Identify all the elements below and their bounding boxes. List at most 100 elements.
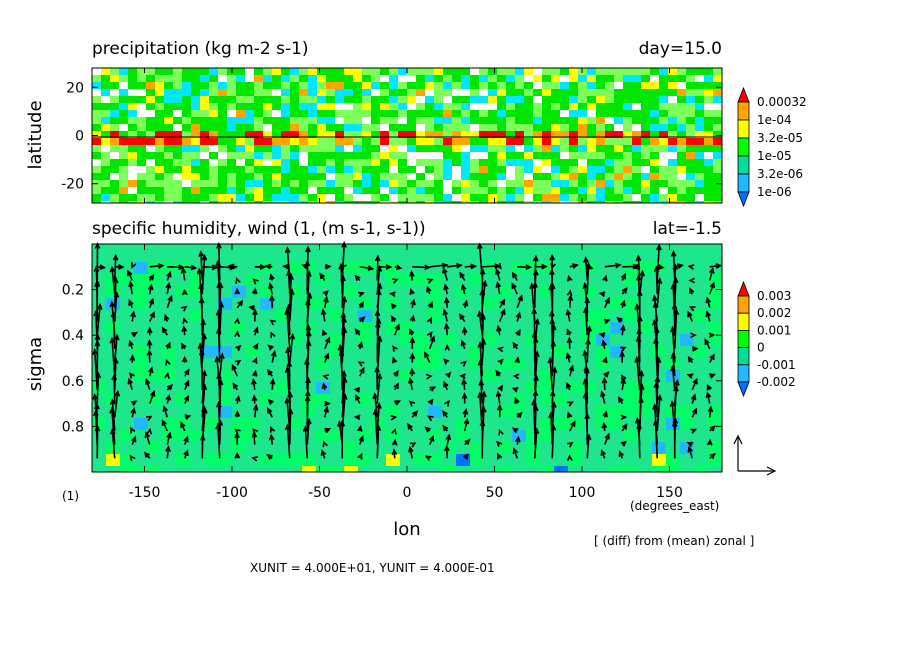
wind-vector-head — [442, 266, 448, 274]
precip-cell — [272, 180, 281, 187]
humidity-cell — [638, 322, 652, 334]
precip-cell — [164, 173, 173, 180]
precip-cell — [344, 68, 353, 75]
wind-vector-head — [234, 317, 240, 325]
precip-cell — [200, 180, 209, 187]
precip-cell — [650, 82, 659, 89]
wind-vector-head — [478, 379, 485, 386]
precip-cell — [650, 131, 659, 138]
precip-cell — [245, 194, 254, 201]
wind-vector-head — [162, 405, 169, 413]
wind-vector — [218, 420, 222, 445]
precip-cell — [110, 68, 119, 75]
wind-vector-head — [429, 386, 437, 392]
precip-cell — [434, 124, 443, 131]
precip-cell — [578, 131, 587, 138]
precip-cell — [110, 75, 119, 82]
precip-cell — [281, 159, 290, 166]
humidity-colorbar-top-arrow — [737, 280, 750, 297]
precip-cell — [155, 201, 164, 203]
precip-cell — [434, 110, 443, 117]
precip-cell — [380, 152, 389, 159]
humidity-cell — [666, 454, 680, 466]
wind-vector-head — [479, 419, 486, 427]
precip-cell — [677, 131, 686, 138]
precip-cell — [605, 201, 614, 203]
wind-vector-head — [251, 287, 258, 295]
precip-cell — [596, 68, 605, 75]
precip-cell — [605, 145, 614, 152]
humidity-cell — [162, 262, 176, 274]
precip-cell — [632, 75, 641, 82]
precip-cell — [335, 173, 344, 180]
wind-vector — [148, 391, 155, 404]
precip-cell — [191, 103, 200, 110]
wind-vector — [655, 267, 659, 295]
precip-cell — [362, 145, 371, 152]
precip-cell — [308, 117, 317, 124]
precip-cell — [677, 145, 686, 152]
precip-cell — [425, 131, 434, 138]
wind-vector-head — [477, 391, 483, 399]
precip-cell — [560, 145, 569, 152]
precip-cell — [344, 124, 353, 131]
precip-cell — [560, 138, 569, 145]
precip-cell — [695, 180, 704, 187]
precip-cell — [344, 75, 353, 82]
precip-cell — [479, 82, 488, 89]
wind-vector-head — [619, 350, 625, 358]
humidity-colorbar-label: -0.002 — [757, 375, 796, 389]
wind-vector — [480, 380, 484, 404]
wind-vector-head — [616, 316, 623, 323]
precip-cell — [362, 96, 371, 103]
precip-cell — [677, 194, 686, 201]
precip-cell — [227, 131, 236, 138]
humidity-cell — [428, 286, 442, 298]
wind-vector-head — [496, 403, 503, 411]
wind-vector-head — [601, 274, 608, 282]
precip-cell — [461, 159, 470, 166]
precip-cell — [551, 103, 560, 110]
precip-cell — [569, 145, 578, 152]
precip-cell — [452, 103, 461, 110]
wind-vector-head — [146, 339, 153, 346]
precip-cell — [254, 82, 263, 89]
precip-cell — [191, 145, 200, 152]
precip-cell — [443, 194, 452, 201]
precip-cell — [668, 103, 677, 110]
precip-cell — [380, 145, 389, 152]
wind-vector-head — [270, 349, 277, 357]
x-axis-unit-label: (degrees_east) — [630, 499, 719, 513]
precip-cell — [389, 194, 398, 201]
precip-cell — [506, 166, 515, 173]
precip-cell — [299, 166, 308, 173]
wind-vector-head — [603, 318, 611, 325]
precip-cell — [452, 75, 461, 82]
precip-cell — [668, 117, 677, 124]
precip-cell — [353, 131, 362, 138]
precip-cell — [227, 103, 236, 110]
wind-vector-head — [376, 402, 382, 409]
humidity-cell — [596, 346, 610, 358]
precip-cell — [353, 89, 362, 96]
wind-vector-head — [147, 366, 154, 374]
precip-cell — [533, 131, 542, 138]
precip-cell — [128, 194, 137, 201]
precip-cell — [506, 201, 515, 203]
wind-vector-head — [444, 344, 451, 351]
precip-cell — [470, 201, 479, 203]
humidity-cell — [708, 322, 722, 334]
precip-cell — [335, 187, 344, 194]
precip-cell — [695, 201, 704, 203]
precip-cell — [281, 180, 290, 187]
precip-cell — [533, 152, 542, 159]
precip-cell — [146, 96, 155, 103]
wind-vector-head — [113, 291, 120, 298]
precip-cell — [686, 159, 695, 166]
precip-cell — [425, 194, 434, 201]
precip-cell — [488, 194, 497, 201]
precip-cell — [713, 187, 722, 194]
precip-cell — [488, 75, 497, 82]
humidity-cell — [540, 430, 554, 442]
precip-cell — [677, 96, 686, 103]
